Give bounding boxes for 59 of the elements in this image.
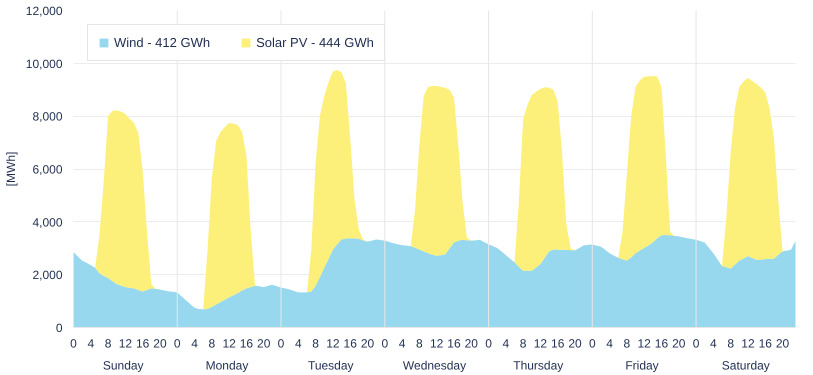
x-tick-label: 20 — [568, 336, 582, 350]
x-tick-label: 20 — [464, 336, 478, 350]
x-tick-label: 8 — [312, 336, 320, 350]
x-tick-label: 20 — [360, 336, 374, 350]
x-tick-label: 16 — [758, 336, 772, 350]
text: Thursday — [513, 358, 564, 372]
x-tick-label: 12 — [222, 336, 236, 350]
x-tick-label: 20 — [153, 336, 167, 350]
x-tick-label: 4 — [710, 336, 718, 350]
y-tick-label: 4,000 — [32, 215, 63, 230]
x-tick-label: 20 — [776, 336, 790, 350]
x-tick-label: 8 — [104, 336, 112, 350]
y-tick-label: 8,000 — [32, 110, 63, 124]
x-tick-label: 12 — [326, 336, 340, 350]
x-tick-label: 0 — [278, 336, 285, 350]
x-tick-label: 12 — [741, 336, 755, 350]
x-tick-label: 0 — [70, 336, 78, 350]
text: Friday — [625, 358, 659, 372]
text: Tuesday — [308, 358, 354, 372]
x-tick-label: 12 — [638, 336, 652, 350]
legend-label: Solar PV - 444 GWh — [256, 35, 374, 50]
x-tick-label: 8 — [208, 336, 216, 350]
x-tick-label: 0 — [692, 336, 700, 350]
text: Saturday — [722, 358, 770, 372]
x-tick-label: 0 — [588, 336, 596, 350]
x-tick-label: 12 — [430, 336, 444, 350]
y-tick-label: 10,000 — [26, 56, 63, 71]
x-tick-label: 20 — [257, 336, 271, 350]
y-tick-label: 12,000 — [26, 4, 63, 18]
x-tick-label: 4 — [398, 336, 406, 350]
x-tick-label: 16 — [654, 336, 668, 350]
x-tick-label: 16 — [551, 336, 565, 350]
x-tick-label: 16 — [240, 336, 254, 350]
x-tick-label: 12 — [118, 336, 132, 350]
x-tick-label: 16 — [344, 336, 358, 350]
y-axis-title: [MWh] — [4, 152, 18, 186]
y-tick-label: 0 — [56, 321, 63, 335]
x-tick-label: 8 — [416, 336, 424, 350]
x-tick-label: 12 — [534, 336, 548, 350]
x-tick-label: 8 — [624, 336, 631, 350]
text: Monday — [206, 358, 248, 372]
x-tick-label: 16 — [447, 336, 461, 350]
x-tick-label: 4 — [606, 336, 614, 350]
x-tick-label: 20 — [672, 336, 686, 350]
x-tick-label: 0 — [174, 336, 181, 350]
text: Wednesday — [402, 358, 466, 372]
x-tick-label: 0 — [485, 336, 492, 350]
legend-label: Wind - 412 GWh — [114, 35, 210, 50]
y-tick-label: 6,000 — [32, 162, 63, 176]
x-tick-label: 8 — [520, 336, 527, 350]
x-tick-label: 4 — [502, 336, 510, 350]
x-tick-label: 4 — [294, 336, 302, 350]
x-tick-label: 8 — [727, 336, 734, 350]
text: Sunday — [102, 358, 144, 372]
x-tick-label: 4 — [87, 336, 94, 350]
y-tick-label: 2,000 — [32, 268, 63, 282]
x-tick-label: 16 — [136, 336, 150, 350]
x-tick-label: 4 — [191, 336, 198, 350]
x-tick-label: 0 — [381, 336, 388, 350]
